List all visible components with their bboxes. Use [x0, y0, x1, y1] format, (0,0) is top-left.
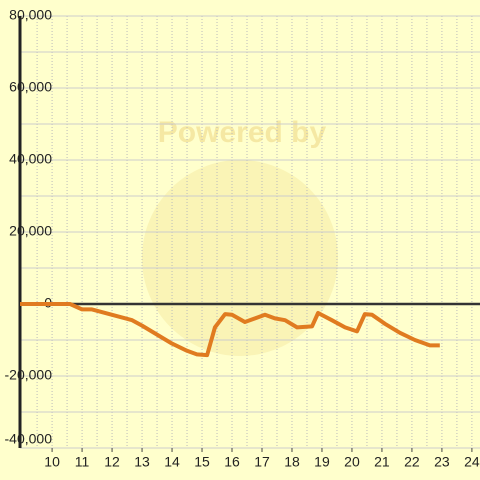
x-tick-label: 11 — [75, 454, 90, 470]
watermark-logo — [142, 160, 338, 356]
y-tick-label: 40,000 — [9, 151, 52, 167]
x-tick-label: 16 — [224, 454, 240, 470]
y-tick-label: 80,000 — [9, 7, 52, 23]
y-tick-label: -20,000 — [5, 367, 53, 383]
x-tick-label: 23 — [434, 454, 450, 470]
x-tick-label: 12 — [104, 454, 120, 470]
y-tick-label: -40,000 — [5, 431, 53, 447]
x-tick-label: 17 — [254, 454, 270, 470]
y-tick-label: 60,000 — [9, 79, 52, 95]
x-tick-label: 10 — [44, 454, 60, 470]
x-tick-label: 18 — [284, 454, 300, 470]
x-tick-label: 13 — [134, 454, 150, 470]
x-tick-label: 14 — [164, 454, 180, 470]
x-tick-label: 20 — [344, 454, 360, 470]
x-tick-label: 21 — [374, 454, 390, 470]
x-tick-label: 24 — [464, 454, 480, 470]
y-tick-label: 20,000 — [9, 223, 52, 239]
x-tick-label: 22 — [404, 454, 420, 470]
watermark: Powered by — [158, 116, 327, 149]
x-tick-label: 19 — [314, 454, 330, 470]
x-tick-label: 15 — [194, 454, 210, 470]
series-line — [20, 302, 440, 358]
